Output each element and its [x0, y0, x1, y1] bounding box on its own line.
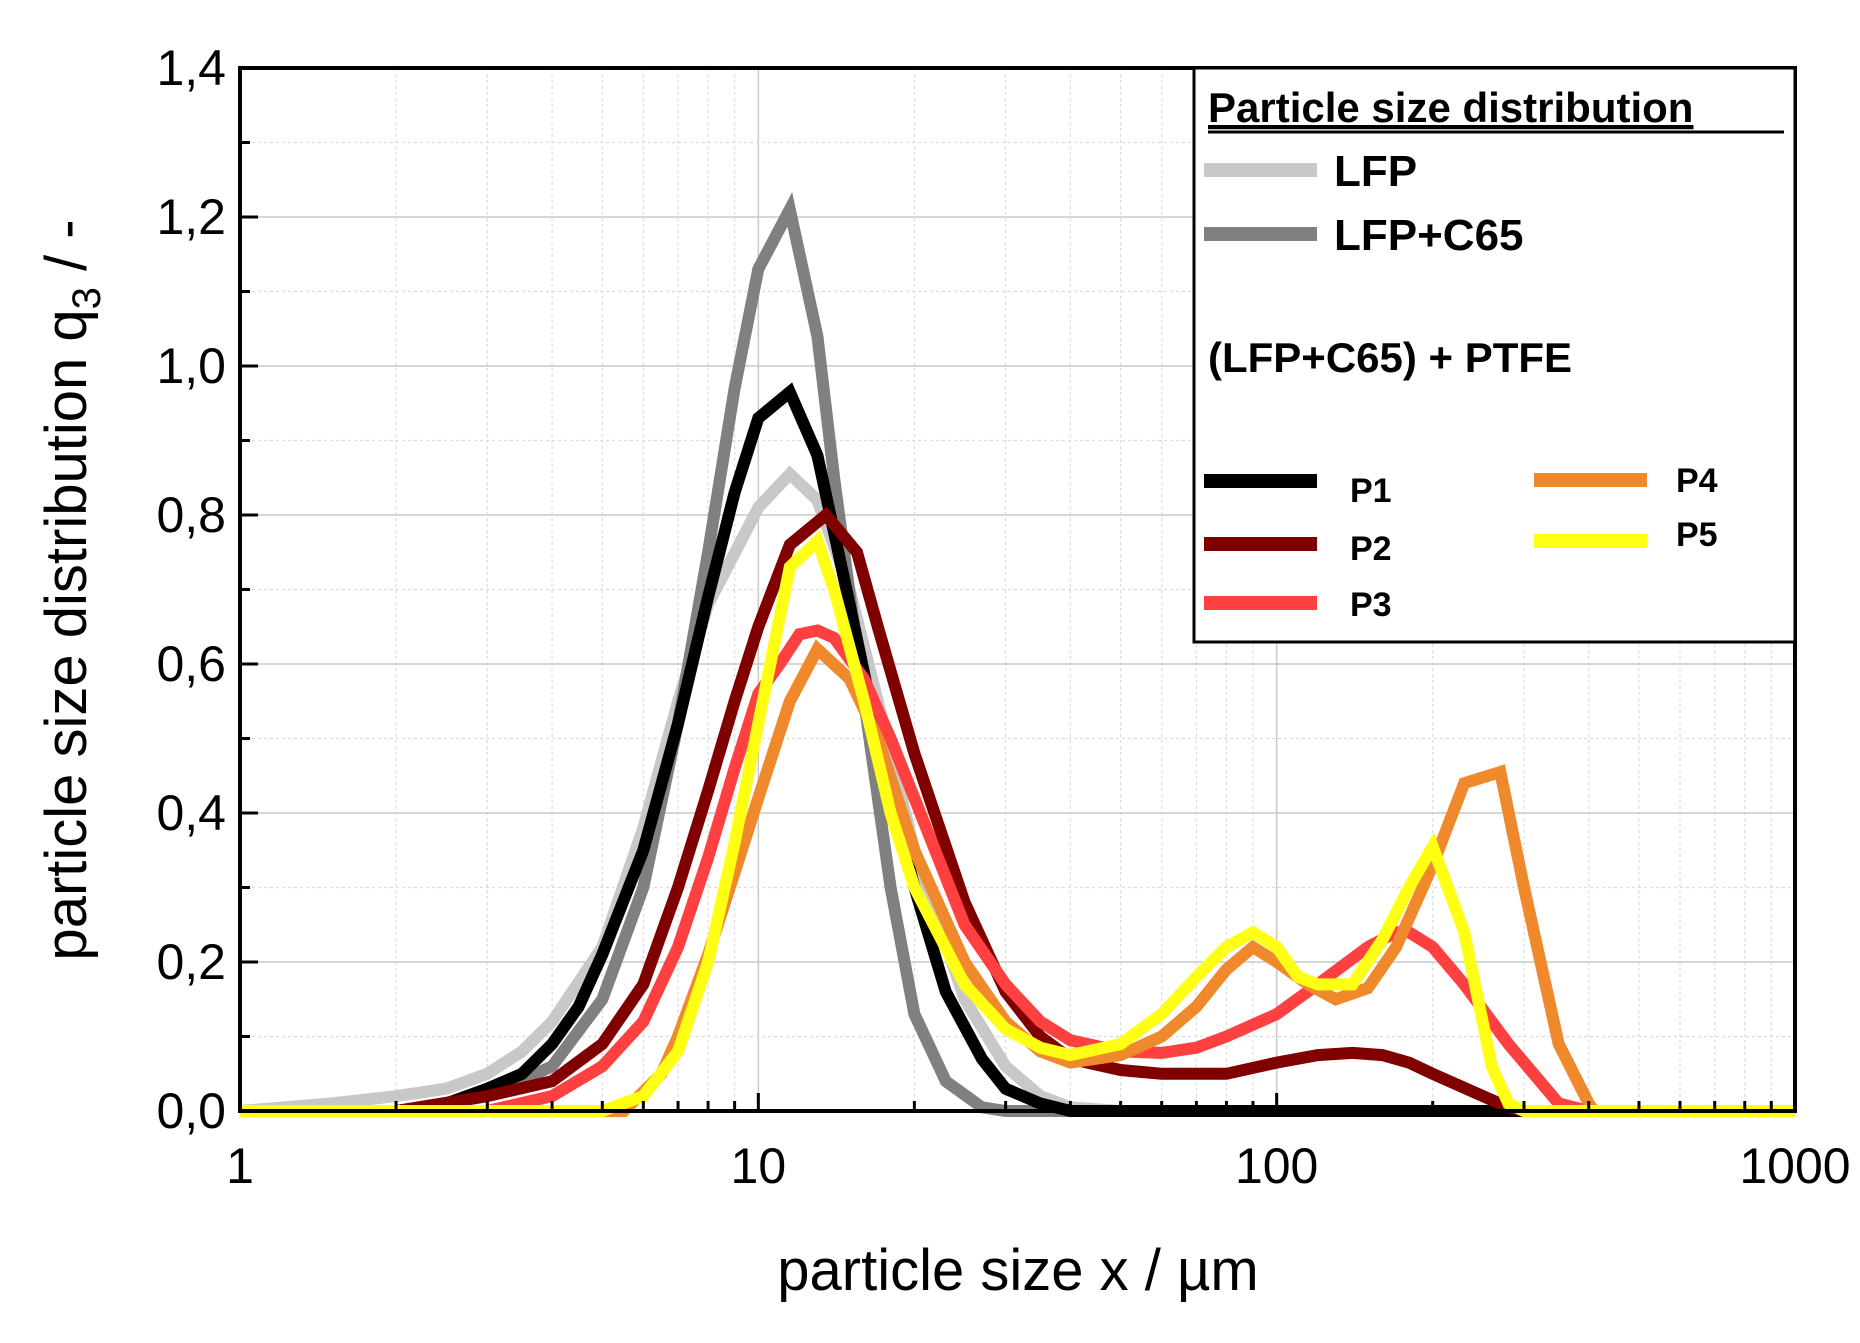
- y-tick-label: 0,2: [156, 934, 226, 990]
- series-line-p1: [240, 382, 1795, 1117]
- legend-label-p2: P2: [1350, 530, 1392, 568]
- legend: Particle size distribution LFP LFP+C65 P1 P…: [1192, 66, 1797, 644]
- x-tick-label: 1000: [1739, 1138, 1850, 1194]
- series-line-lfp: [239, 465, 1795, 1117]
- series-line-p5: [240, 530, 1795, 1117]
- y-tick-label: 0,0: [156, 1083, 226, 1139]
- x-tick-label: 1: [226, 1138, 254, 1194]
- y-tick-label: 1,4: [156, 40, 226, 96]
- x-tick-label: 10: [731, 1138, 787, 1194]
- legend-label-p5: P5: [1676, 516, 1718, 554]
- legend-label-lfp-c65: LFP+C65: [1334, 211, 1524, 260]
- series-line-p3: [240, 624, 1795, 1117]
- y-tick-label: 1,2: [156, 189, 226, 245]
- y-tick-label: 1,0: [156, 338, 226, 394]
- y-axis-label: particle size distribution q3 / -: [34, 219, 109, 960]
- legend-title: Particle size distribution: [1208, 84, 1693, 131]
- series-lines: [239, 192, 1795, 1117]
- y-tick-label: 0,4: [156, 785, 226, 841]
- x-tick-label: 100: [1235, 1138, 1318, 1194]
- legend-label-p3: P3: [1350, 586, 1392, 624]
- legend-group-label: (LFP+C65) + PTFE: [1208, 334, 1572, 381]
- x-axis-label: particle size x / µm: [777, 1238, 1258, 1303]
- ticks: 1 10 100 1000 0,0 0,2 0,4 0,6 0,8 1,0 1,2 1,4: [156, 40, 1850, 1194]
- y-tick-label: 0,6: [156, 636, 226, 692]
- legend-label-p1: P1: [1350, 472, 1392, 510]
- legend-label-p4: P4: [1676, 462, 1718, 500]
- y-tick-label: 0,8: [156, 487, 226, 543]
- legend-label-lfp: LFP: [1334, 147, 1417, 196]
- series-line-p4: [240, 639, 1795, 1117]
